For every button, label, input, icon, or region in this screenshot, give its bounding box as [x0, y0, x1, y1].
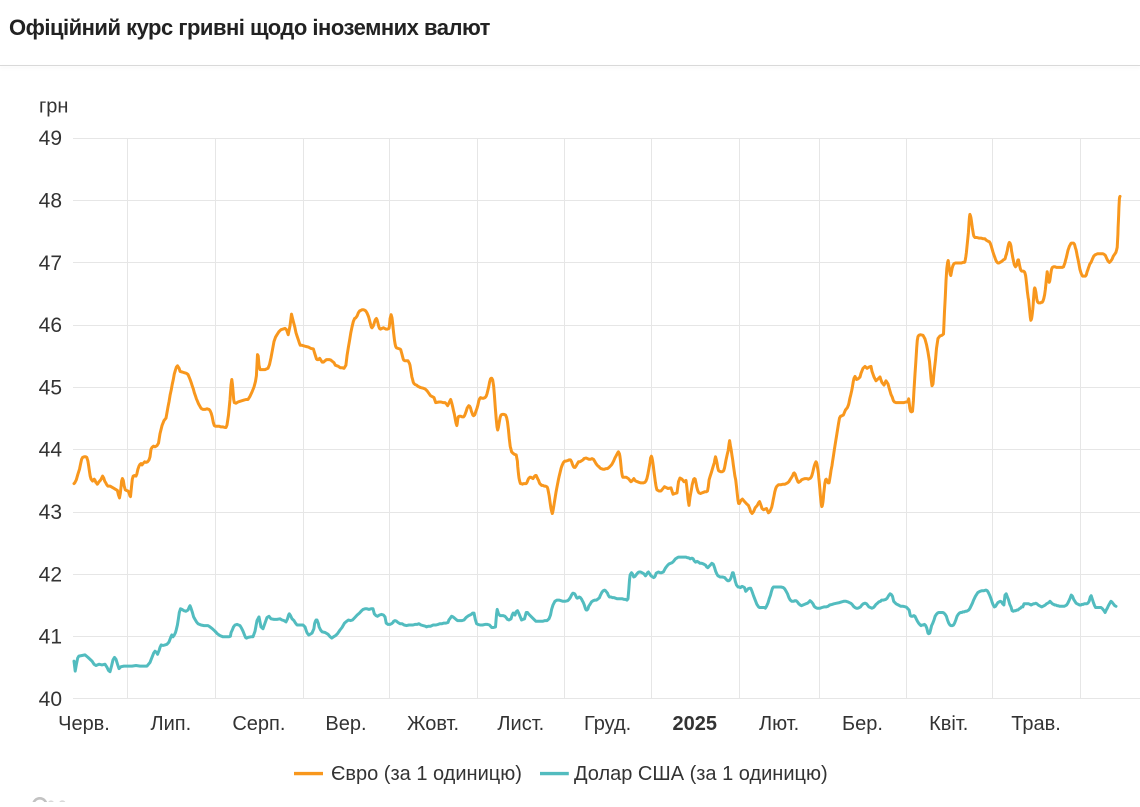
svg-text:Лют.: Лют. [759, 713, 799, 735]
svg-text:47: 47 [39, 252, 62, 275]
svg-text:Вер.: Вер. [325, 713, 366, 735]
svg-text:Черв.: Черв. [58, 713, 110, 735]
svg-text:Лип.: Лип. [150, 713, 191, 735]
svg-text:Груд.: Груд. [584, 713, 631, 735]
svg-text:Квіт.: Квіт. [929, 713, 968, 735]
svg-text:45: 45 [39, 376, 62, 399]
svg-text:41: 41 [39, 626, 62, 649]
svg-text:48: 48 [39, 190, 62, 213]
svg-text:грн: грн [39, 96, 68, 118]
svg-text:46: 46 [39, 314, 62, 337]
svg-text:44: 44 [39, 439, 63, 462]
svg-text:Долар США (за 1 одиницю): Долар США (за 1 одиницю) [574, 763, 828, 785]
svg-text:Жовт.: Жовт. [407, 713, 459, 735]
svg-text:Бер.: Бер. [842, 713, 883, 735]
svg-text:Євро (за 1 одиницю): Євро (за 1 одиницю) [331, 763, 522, 785]
svg-text:Трав.: Трав. [1011, 713, 1061, 735]
svg-text:2025: 2025 [673, 713, 718, 735]
svg-text:Лист.: Лист. [497, 713, 544, 735]
svg-text:Серп.: Серп. [232, 713, 285, 735]
svg-text:40: 40 [39, 688, 62, 711]
svg-text:49: 49 [39, 127, 62, 150]
svg-text:43: 43 [39, 501, 62, 524]
svg-text:42: 42 [39, 563, 62, 586]
